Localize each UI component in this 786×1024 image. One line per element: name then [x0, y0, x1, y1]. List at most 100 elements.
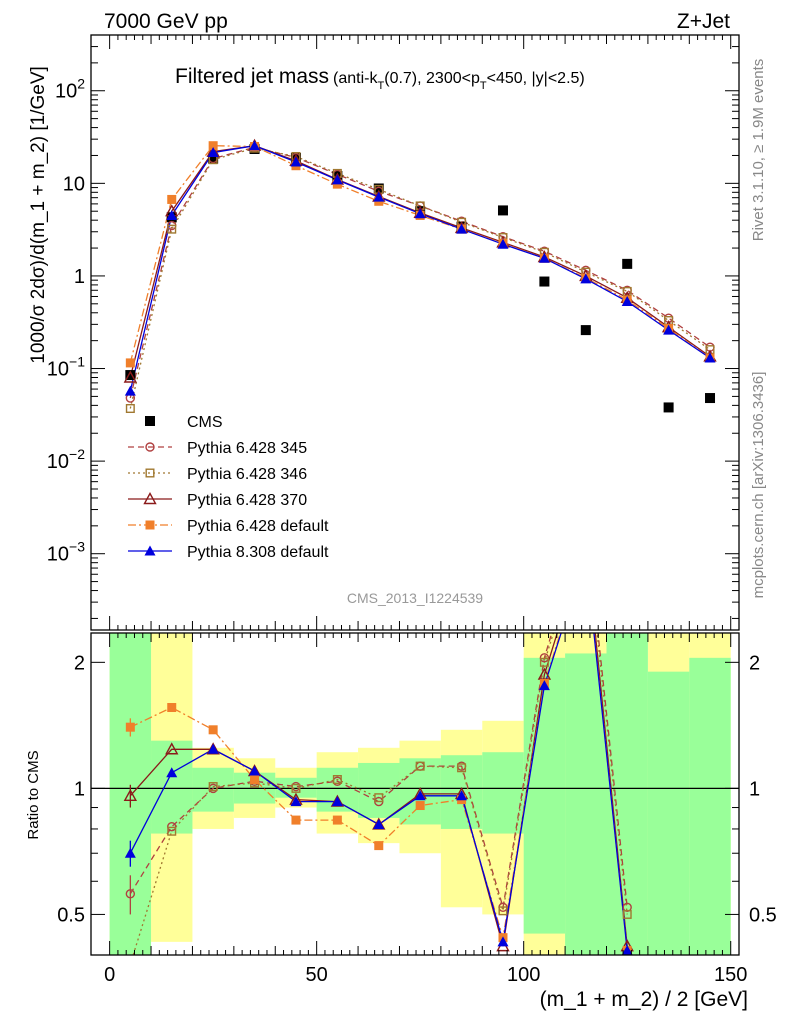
- chart-title-sub-mid: (0.7), 2300<p: [384, 70, 480, 87]
- ratio-band-green-14: [689, 657, 731, 955]
- main-point-s5-4: [290, 156, 302, 167]
- main-point-s5-13: [663, 324, 675, 335]
- ratio-xtick-label-1: 50: [306, 964, 328, 986]
- legend-label-3: Pythia 6.428 370: [187, 492, 307, 509]
- main-point-s0-6: [373, 183, 384, 194]
- ratio-plot: 0.5 0.5 1 1 2 2 0 50 100 150: [57, 632, 777, 986]
- ratio-band-green-12: [606, 633, 648, 955]
- ratio-point-s1-6: [374, 793, 384, 803]
- ratio-point-s3-6: [374, 841, 384, 851]
- main-point-s4-1: [167, 194, 177, 204]
- main-plot: 10−3 10−2 10−1 1 10 102: [47, 34, 740, 631]
- ratio-point-s2-0: [123, 788, 138, 801]
- main-point-s3-0: [123, 370, 138, 383]
- ratio-y-axis-label: Ratio to CMS: [25, 750, 42, 839]
- legend-marker-2: [145, 468, 155, 478]
- main-point-s4-2: [208, 141, 218, 151]
- ratio-ytick-label-left-2: 2: [74, 652, 85, 674]
- ratio-point-s1-5: [332, 775, 342, 785]
- chart-title-sub-t1: T: [378, 80, 385, 92]
- ratio-point-s4-3: [249, 765, 261, 776]
- ratio-ytick-label-right-1: 1: [749, 778, 760, 800]
- ratio-point-s4-12: [621, 945, 633, 956]
- rivet-label: Rivet 3.1.10, ≥ 1.9M events: [750, 59, 767, 242]
- chart-title-main: Filtered jet mass: [175, 65, 329, 88]
- main-ytick-label-0: 10−3: [47, 539, 85, 566]
- ratio-point-s2-1: [165, 742, 179, 755]
- legend-marker-0: [145, 416, 155, 426]
- ratio-point-s4-4: [290, 796, 302, 807]
- ratio-series-line-0: [129, 633, 628, 908]
- main-point-s4-0: [125, 358, 135, 368]
- ratio-point-s1-2: [208, 782, 218, 792]
- main-point-s5-7: [414, 208, 426, 219]
- ratio-band-green-6: [358, 762, 400, 818]
- main-point-s0-13: [663, 402, 674, 413]
- ratio-point-s4-7: [414, 790, 426, 801]
- main-ytick-label-2: 10−1: [47, 354, 85, 381]
- main-point-s2-12: [622, 286, 632, 296]
- ratio-point-s1-8: [457, 763, 467, 773]
- ratio-point-s4-5: [331, 796, 343, 807]
- main-ytick-label-3: 1: [74, 266, 85, 288]
- chart-title-sub-t2: T: [480, 80, 487, 92]
- ratio-point-s4-0: [124, 847, 136, 858]
- ratio-xtick-label-0: 0: [104, 964, 115, 986]
- ratio-band-green-11: [565, 653, 607, 955]
- ratio-ytick-label-right-2: 2: [749, 652, 760, 674]
- ratio-point-s3-7: [415, 801, 425, 811]
- main-point-s5-3: [249, 140, 261, 151]
- ratio-point-s4-2: [207, 743, 219, 754]
- legend-marker-1: [145, 442, 155, 452]
- ratio-point-s4-1: [166, 767, 178, 778]
- ratio-point-s1-4: [291, 783, 301, 793]
- main-ytick-label-5: 102: [55, 76, 85, 103]
- main-point-s5-11: [580, 273, 592, 284]
- ratio-point-s0-0: [125, 889, 136, 899]
- process-label: Z+Jet: [677, 10, 730, 33]
- reference-label: mcplots.cern.ch [arXiv:1306.3436]: [750, 372, 767, 599]
- ratio-point-s4-9: [497, 936, 509, 947]
- ratio-frame: [90, 632, 740, 956]
- main-point-s5-1: [166, 209, 178, 220]
- main-series-line-2: [129, 147, 711, 409]
- main-point-s2-0: [125, 404, 135, 414]
- ratio-ytick-label-right-0: 0.5: [749, 904, 777, 926]
- ratio-point-s3-2: [208, 725, 218, 735]
- chart-title-sub: (anti-k: [333, 70, 378, 87]
- legend-label-2: Pythia 6.428 346: [187, 466, 307, 483]
- ratio-point-s1-1: [167, 826, 177, 836]
- ratio-xtick-label-2: 100: [507, 964, 540, 986]
- energy-label: 7000 GeV pp: [104, 10, 228, 33]
- ratio-ytick-label-left-0: 0.5: [57, 904, 85, 926]
- x-axis-label: (m_1 + m_2) / 2 [GeV]: [540, 988, 748, 1011]
- ratio-point-s1-9: [498, 906, 508, 916]
- ratio-point-s4-10: [538, 680, 550, 691]
- ratio-band-green-9: [482, 752, 524, 834]
- main-point-s0-9: [497, 205, 508, 216]
- ratio-point-s3-3: [250, 775, 260, 785]
- ratio-point-s1-12: [622, 909, 632, 919]
- ratio-ytick-label-left-1: 1: [74, 778, 85, 800]
- ratio-point-s3-0: [125, 722, 135, 732]
- main-series-line-1: [129, 146, 711, 399]
- main-point-s5-2: [207, 147, 219, 158]
- main-point-s0-10: [539, 276, 550, 287]
- main-point-s5-14: [704, 352, 716, 363]
- ratio-point-s3-1: [167, 703, 177, 713]
- legend-marker-4: [145, 520, 155, 530]
- main-ytick-label-4: 10: [63, 173, 85, 195]
- main-y-axis-label: 1000/σ 2dσ)/d(m_1 + m_2) [1/GeV]: [28, 66, 49, 364]
- main-point-s0-2: [208, 153, 219, 164]
- main-point-s5-12: [621, 295, 633, 306]
- legend-marker-5: [144, 545, 156, 556]
- legend-label-5: Pythia 8.308 default: [187, 544, 329, 561]
- main-point-s0-14: [705, 393, 716, 404]
- ratio-band-green-10: [523, 657, 566, 934]
- main-point-s5-10: [538, 252, 550, 263]
- main-point-s5-8: [456, 223, 468, 234]
- ratio-point-s1-10: [539, 657, 549, 667]
- main-point-s5-9: [497, 238, 509, 249]
- chart-title: Filtered jet mass (anti-kT(0.7), 2300<pT<…: [175, 65, 585, 92]
- main-ytick-label-1: 10−2: [47, 446, 85, 473]
